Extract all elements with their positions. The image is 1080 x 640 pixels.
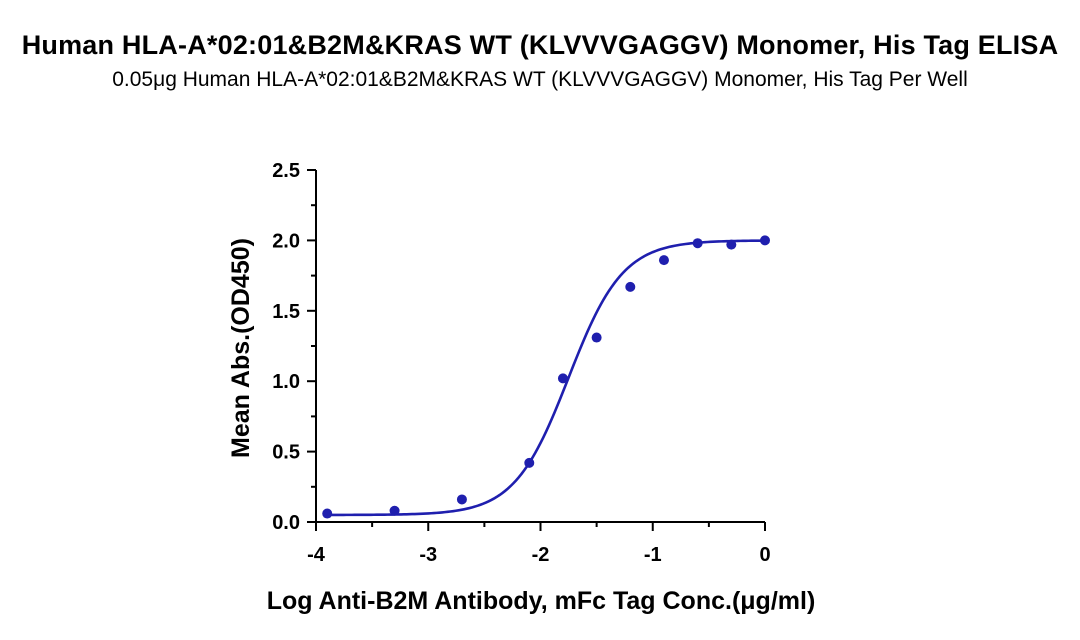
fit-curve-layer [327,239,766,517]
data-point [524,457,535,468]
y-tick-label: 2.5 [272,160,300,182]
data-point [456,494,467,505]
data-point [389,505,400,516]
data-point [692,238,703,249]
x-axis-title: Log Anti-B2M Antibody, mFc Tag Conc.(μg/… [267,587,816,615]
y-tick-label: 1.0 [272,371,300,393]
data-point [726,239,737,250]
y-tick-label: 2.0 [272,230,300,252]
data-point [322,508,333,519]
y-tick-label: 0.0 [272,512,300,534]
y-axis-title: Mean Abs.(OD450) [227,238,255,458]
x-tick-label: -1 [644,544,662,566]
data-point [658,255,669,266]
y-tick-label: 1.5 [272,301,300,323]
x-tick-label: -4 [307,544,326,566]
data-points-layer [322,235,770,519]
x-tick-label: -2 [532,544,550,566]
y-axis: 0.0 0.5 1.0 1.5 2.0 2.5 [272,160,317,534]
fit-curve [327,239,766,517]
chart-title: Human HLA-A*02:01&B2M&KRAS WT (KLVVVGAGG… [21,30,1059,60]
data-point [557,373,568,384]
x-tick-label: 0 [759,544,770,566]
data-point [760,235,770,246]
chart-subtitle: 0.05μg Human HLA-A*02:01&B2M&KRAS WT (KL… [112,68,968,91]
data-point [591,332,602,343]
x-axis: -4 -3 -2 -1 0 [307,521,771,566]
data-point [625,281,636,292]
y-tick-label: 0.5 [272,442,300,464]
x-tick-label: -3 [419,544,437,566]
